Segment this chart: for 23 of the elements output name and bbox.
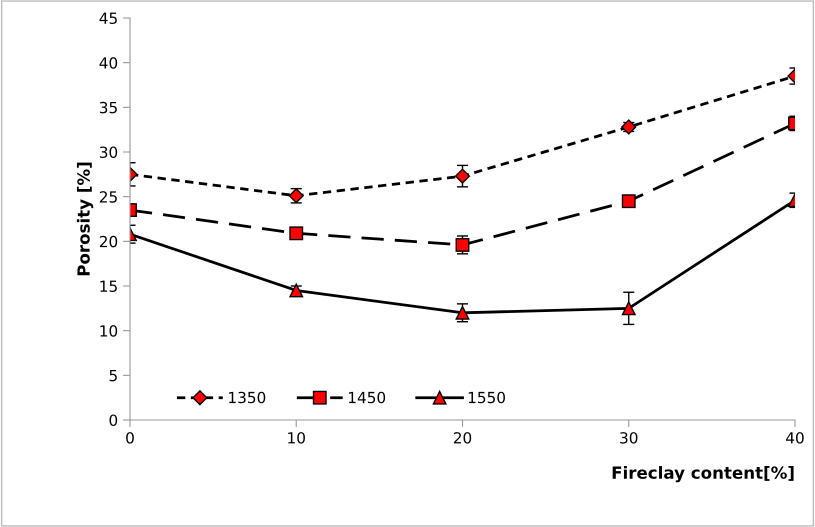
legend-label: 1550 [468, 392, 505, 404]
y-tick-label: 10 [100, 325, 118, 337]
x-tick-label: 20 [454, 432, 472, 444]
point [454, 168, 470, 184]
point [456, 306, 470, 320]
y-tick-label: 30 [100, 146, 118, 158]
x-tick-label: 0 [126, 432, 134, 444]
y-tick-label: 15 [100, 280, 117, 292]
y-tick-label: 35 [100, 102, 117, 114]
y-tick-label: 45 [100, 12, 117, 24]
y-tick-label: 0 [109, 414, 118, 426]
legend-label: 1350 [229, 392, 266, 404]
x-axis-title: Fireclay content[%] [612, 466, 794, 482]
x-tick-label: 30 [620, 432, 638, 444]
y-tick-label: 20 [100, 236, 118, 248]
legend-label: 1450 [348, 392, 386, 404]
point [456, 238, 470, 252]
y-tick-label: 40 [100, 57, 118, 69]
x-tick-label: 10 [288, 432, 305, 444]
y-tick-label: 25 [100, 191, 117, 203]
x-tick-label: 40 [786, 432, 804, 444]
y-tick-label: 5 [110, 370, 117, 382]
y-axis-title: Porosity [%] [76, 162, 94, 276]
